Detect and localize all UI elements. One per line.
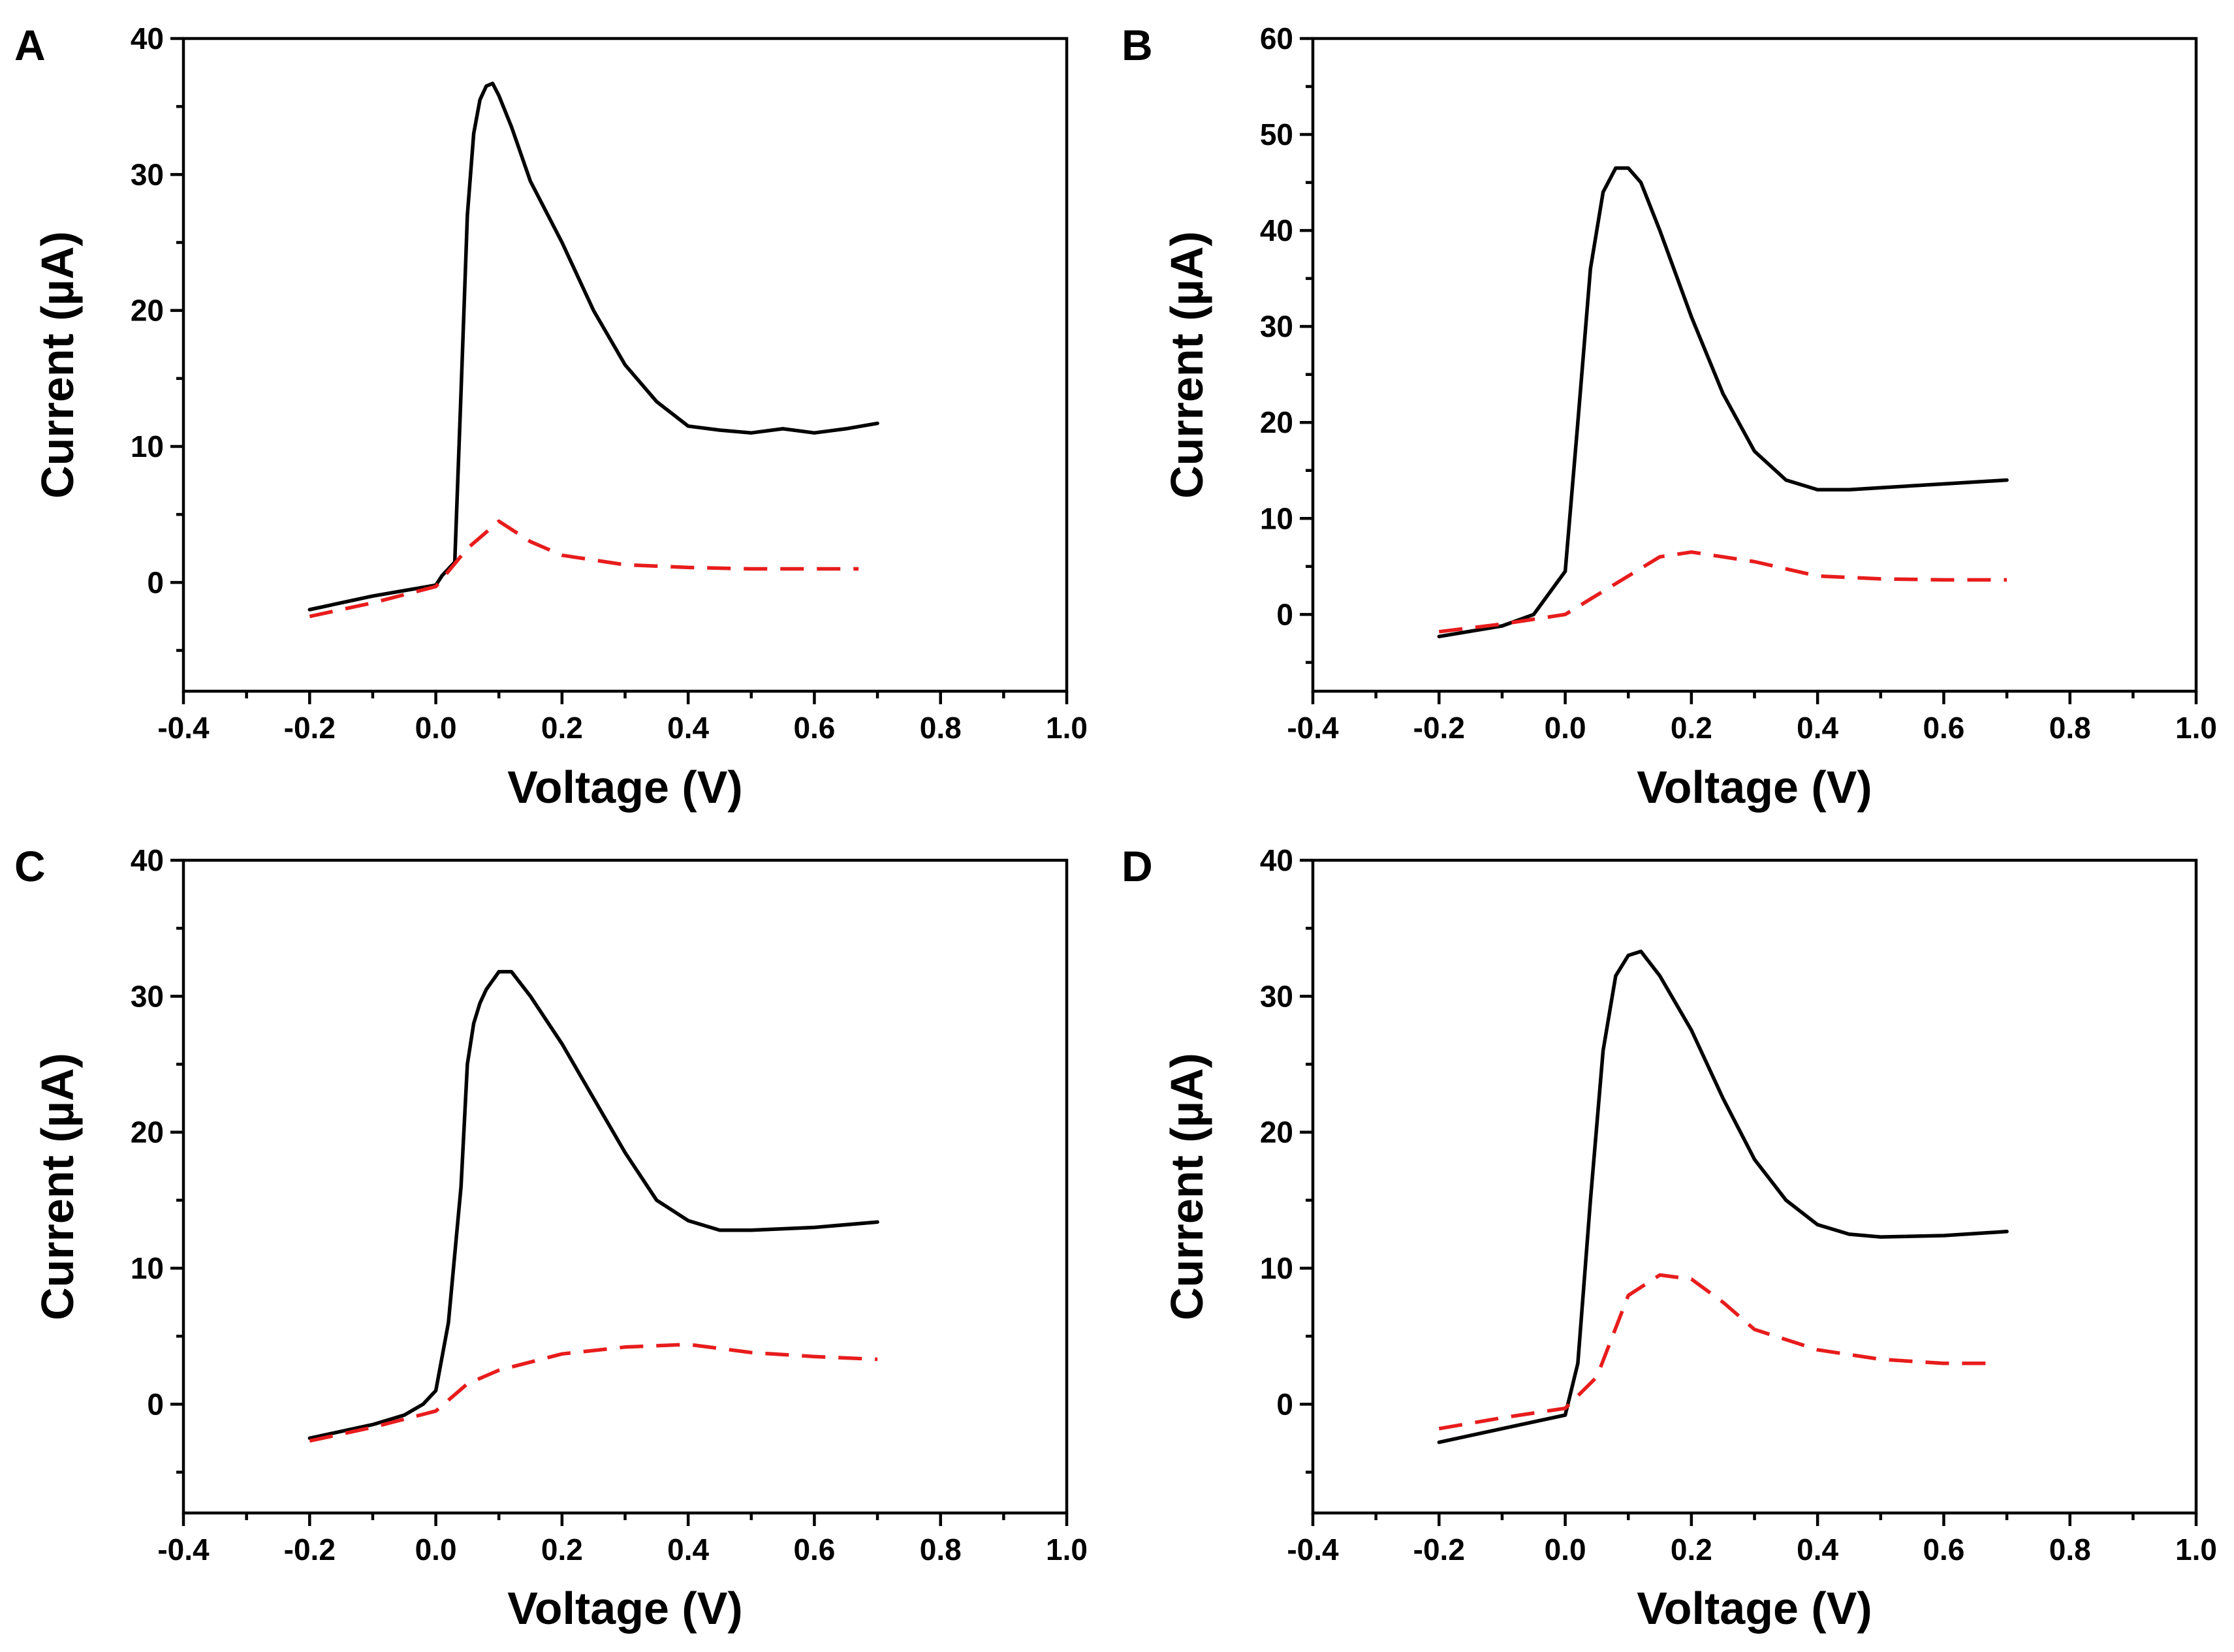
y-axis-title: Current (µA) bbox=[32, 1053, 83, 1320]
x-tick-label: 0.8 bbox=[920, 1533, 962, 1566]
x-tick-label: 0.8 bbox=[2049, 711, 2091, 745]
y-tick-label: 20 bbox=[1260, 1115, 1293, 1149]
x-tick-label: 0.0 bbox=[415, 711, 457, 745]
x-tick-label: -0.2 bbox=[1413, 1533, 1465, 1566]
series-line-dashed bbox=[1438, 550, 2007, 634]
x-tick-label: -0.4 bbox=[1287, 1533, 1339, 1566]
panel-letter: C bbox=[14, 842, 46, 890]
x-tick-label: 0.4 bbox=[1797, 711, 1838, 745]
x-tick-label: 0.6 bbox=[1923, 711, 1964, 745]
panel-a: A -0.4 -0.2 0.0 0.2 0.4 0.6 0.8 1.0 0 10 20 30 40 Volt… bbox=[14, 21, 1088, 813]
x-tick-label: 0.6 bbox=[793, 1533, 835, 1566]
x-tick-label: -0.4 bbox=[157, 711, 210, 745]
x-tick-label: 1.0 bbox=[1046, 1533, 1088, 1566]
y-tick-label: 0 bbox=[147, 1387, 164, 1421]
y-axis-title: Current (µA) bbox=[1161, 231, 1212, 499]
y-tick-label: 30 bbox=[1260, 979, 1293, 1013]
series-line-solid bbox=[1437, 949, 2009, 1444]
x-tick-label: -0.2 bbox=[1413, 711, 1465, 745]
x-tick-label: 0.8 bbox=[2049, 1533, 2091, 1566]
x-tick-label: 0.2 bbox=[1671, 711, 1712, 745]
y-tick-label: 20 bbox=[131, 294, 164, 328]
x-tick-label: 0.8 bbox=[920, 711, 962, 745]
y-tick-label: 30 bbox=[131, 157, 164, 191]
panel-b: B -0.4 -0.2 0.0 0.2 0.4 0.6 0.8 1.0 0 10 20 30 40 50 60… bbox=[1122, 21, 2217, 813]
y-tick-label: 10 bbox=[131, 1251, 164, 1285]
plot-frame bbox=[1311, 37, 2198, 693]
panel-c: C -0.4 -0.2 0.0 0.2 0.4 0.6 0.8 1.0 0 10 20 30 40 Volt… bbox=[14, 842, 1088, 1634]
y-axis-title: Current (µA) bbox=[1161, 1053, 1212, 1320]
x-axis-title: Voltage (V) bbox=[507, 762, 742, 813]
x-tick-label: 0.4 bbox=[1797, 1533, 1838, 1566]
series-line-dashed bbox=[1438, 1273, 1989, 1431]
x-tick-label: 1.0 bbox=[1046, 711, 1088, 745]
x-tick-label: 0.0 bbox=[1545, 1533, 1586, 1566]
x-tick-label: 0.2 bbox=[541, 711, 583, 745]
x-axis-title: Voltage (V) bbox=[1637, 762, 1872, 813]
y-tick-label: 30 bbox=[1260, 309, 1293, 343]
series-line-dashed bbox=[309, 519, 859, 619]
x-tick-label: -0.2 bbox=[284, 711, 336, 745]
x-tick-label: 0.0 bbox=[1545, 711, 1586, 745]
x-tick-label: 0.0 bbox=[415, 1533, 457, 1566]
x-tick-label: 0.2 bbox=[1671, 1533, 1712, 1566]
y-axis-title: Current (µA) bbox=[32, 231, 83, 499]
series-line-solid bbox=[307, 82, 879, 612]
y-tick-label: 40 bbox=[1260, 843, 1293, 877]
x-axis-title: Voltage (V) bbox=[507, 1583, 742, 1634]
x-tick-label: 0.6 bbox=[1923, 1533, 1964, 1566]
panel-d: D -0.4 -0.2 0.0 0.2 0.4 0.6 0.8 1.0 0 10 20 30 40 Volt… bbox=[1122, 842, 2217, 1634]
plot-frame bbox=[1311, 858, 2198, 1515]
y-tick-label: 0 bbox=[1276, 1387, 1293, 1421]
y-tick-label: 50 bbox=[1260, 117, 1293, 151]
y-tick-label: 40 bbox=[131, 843, 164, 877]
x-tick-label: 0.4 bbox=[667, 1533, 709, 1566]
x-tick-label: 0.4 bbox=[667, 711, 709, 745]
plot-frame bbox=[181, 858, 1069, 1515]
panel-letter: B bbox=[1122, 21, 1153, 69]
y-tick-label: 30 bbox=[131, 979, 164, 1013]
y-tick-label: 10 bbox=[131, 429, 164, 463]
x-tick-label: -0.4 bbox=[1287, 711, 1339, 745]
panel-letter: A bbox=[14, 21, 46, 69]
y-tick-label: 20 bbox=[131, 1115, 164, 1149]
series-line-solid bbox=[1437, 166, 2009, 638]
x-tick-label: 1.0 bbox=[2175, 711, 2217, 745]
y-tick-label: 20 bbox=[1260, 405, 1293, 439]
x-tick-label: -0.4 bbox=[157, 1533, 210, 1566]
y-tick-label: 0 bbox=[147, 565, 164, 599]
y-tick-label: 40 bbox=[1260, 213, 1293, 247]
y-tick-label: 0 bbox=[1276, 597, 1293, 631]
y-tick-label: 60 bbox=[1260, 22, 1293, 55]
series-line-dashed bbox=[309, 1342, 878, 1443]
y-tick-label: 40 bbox=[131, 22, 164, 55]
x-axis-title: Voltage (V) bbox=[1637, 1583, 1872, 1634]
panel-letter: D bbox=[1122, 842, 1153, 890]
y-tick-label: 10 bbox=[1260, 1251, 1293, 1285]
x-tick-label: 1.0 bbox=[2175, 1533, 2217, 1566]
y-tick-label: 10 bbox=[1260, 501, 1293, 535]
series-line-solid bbox=[307, 970, 879, 1441]
x-tick-label: -0.2 bbox=[284, 1533, 336, 1566]
x-tick-label: 0.2 bbox=[541, 1533, 583, 1566]
x-tick-label: 0.6 bbox=[793, 711, 835, 745]
